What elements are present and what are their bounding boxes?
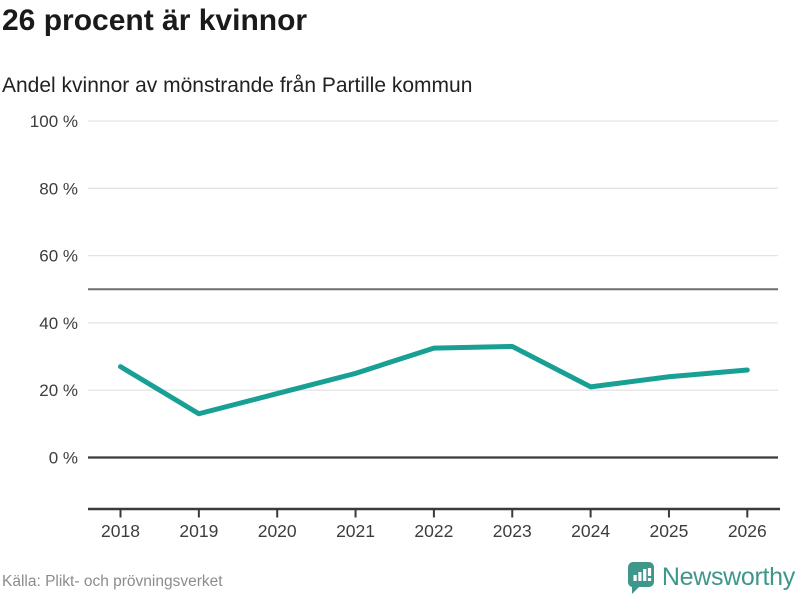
y-tick-label: 80 %: [39, 179, 78, 198]
chart-title: 26 procent är kvinnor: [2, 4, 308, 37]
x-tick-label: 2021: [336, 521, 375, 541]
x-tick-label: 2024: [571, 521, 610, 541]
source-note: Källa: Plikt- och prövningsverket: [2, 573, 223, 590]
gridlines: [88, 120, 778, 459]
x-tick-label: 2020: [258, 521, 297, 541]
y-tick-label: 40 %: [39, 314, 78, 333]
x-tick-label: 2026: [728, 521, 767, 541]
x-tick-label: 2023: [493, 521, 532, 541]
y-tick-label: 0 %: [49, 449, 78, 468]
newsworthy-logo: Newsworthy: [627, 561, 795, 594]
data-line: [118, 343, 750, 417]
x-axis: 2018 2019 2020 2021 2022 2023 2024 2025 2026: [88, 507, 780, 541]
y-tick-label: 100 %: [30, 112, 78, 131]
x-tick-label: 2018: [101, 521, 140, 541]
y-axis-tick-labels: 0 % 20 % 40 % 60 % 80 % 100 %: [30, 112, 78, 468]
newsworthy-logo-icon: [627, 562, 654, 594]
y-tick-label: 20 %: [39, 381, 78, 400]
x-tick-label: 2022: [414, 521, 453, 541]
x-tick-label: 2019: [179, 521, 218, 541]
newsworthy-logo-text: Newsworthy: [661, 563, 795, 591]
y-tick-label: 60 %: [39, 247, 78, 266]
chart-subtitle: Andel kvinnor av mönstrande från Partill…: [2, 74, 473, 97]
x-tick-label: 2025: [649, 521, 688, 541]
